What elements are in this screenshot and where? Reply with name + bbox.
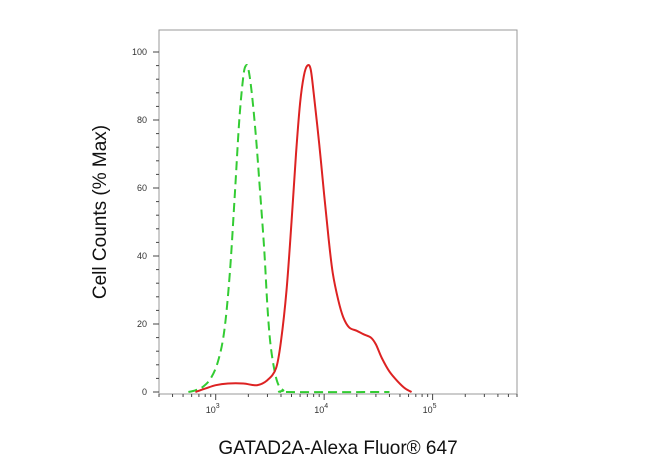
- series-line-solid-red: [195, 63, 413, 393]
- y-axis-ticks: [153, 51, 159, 393]
- y-tick-label: 0: [142, 387, 147, 397]
- y-tick-labels: 0 20 40 60 80 100: [132, 47, 147, 397]
- x-axis-title: GATAD2A-Alexa Fluor® 647: [218, 438, 457, 459]
- x-axis-ticks: [158, 394, 518, 400]
- x-tick-label: 104: [314, 403, 328, 415]
- y-axis-title: Cell Counts (% Max): [90, 125, 111, 299]
- x-tick-exponent: 5: [433, 403, 437, 410]
- series-layer: [188, 63, 413, 394]
- y-tick-label: 60: [137, 183, 147, 193]
- x-tick-label: 103: [206, 403, 220, 415]
- x-tick-labels: 103 104 105: [206, 403, 437, 415]
- x-tick-base: 10: [206, 405, 216, 415]
- plot-frame: [158, 29, 518, 395]
- y-tick-label: 20: [137, 319, 147, 329]
- x-tick-exponent: 3: [216, 403, 220, 410]
- y-tick-label: 100: [132, 47, 147, 57]
- x-tick-exponent: 4: [324, 403, 328, 410]
- y-tick-label: 80: [137, 115, 147, 125]
- x-tick-base: 10: [314, 405, 324, 415]
- series-line-dashed-green: [188, 63, 390, 394]
- y-tick-label: 40: [137, 251, 147, 261]
- x-tick-label: 105: [423, 403, 437, 415]
- x-tick-base: 10: [423, 405, 433, 415]
